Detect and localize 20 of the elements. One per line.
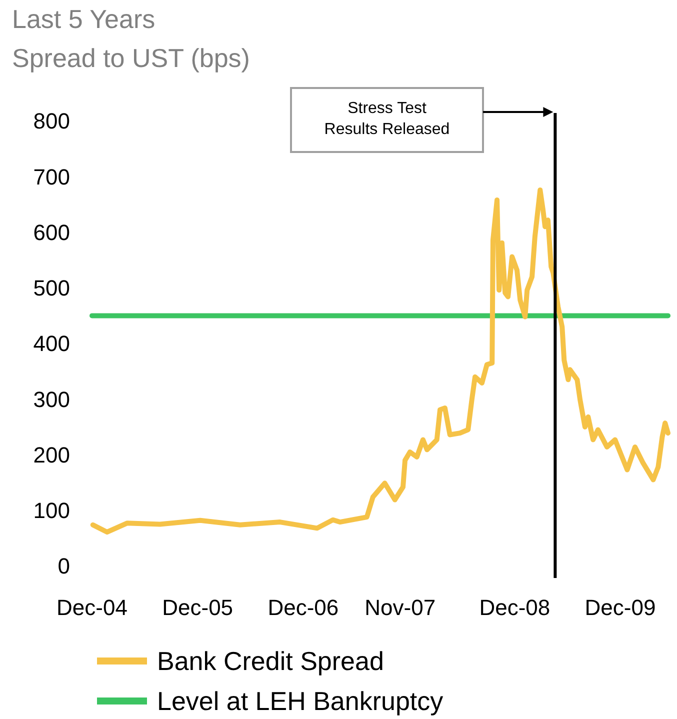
annotation: Stress Test Results Released	[324, 100, 450, 138]
y-tick-label: 600	[33, 220, 70, 245]
y-tick-label: 300	[33, 386, 70, 412]
x-tick-label: Dec-06	[268, 595, 339, 620]
chart-subtitle: Spread to UST (bps)	[12, 43, 250, 73]
x-tick-label: Dec-05	[162, 595, 234, 620]
x-tick-label: Dec-04	[56, 595, 128, 620]
chart-title: Last 5 Years	[12, 4, 156, 34]
y-tick-label: 500	[33, 276, 70, 301]
y-tick-label: 100	[33, 498, 70, 524]
y-tick-label: 700	[33, 164, 70, 190]
y-tick-label: 400	[33, 331, 70, 356]
y-tick-label: 0	[58, 554, 70, 579]
legend-label: Bank Credit Spread	[157, 646, 384, 676]
x-tick-label: Nov-07	[364, 595, 436, 620]
x-tick-label: Dec-08	[479, 595, 550, 620]
legend-label: Level at LEH Bankruptcy	[157, 686, 444, 716]
y-tick-label: 200	[33, 442, 70, 468]
x-tick-label: Dec-09	[584, 595, 656, 620]
y-tick-label: 800	[33, 108, 70, 134]
